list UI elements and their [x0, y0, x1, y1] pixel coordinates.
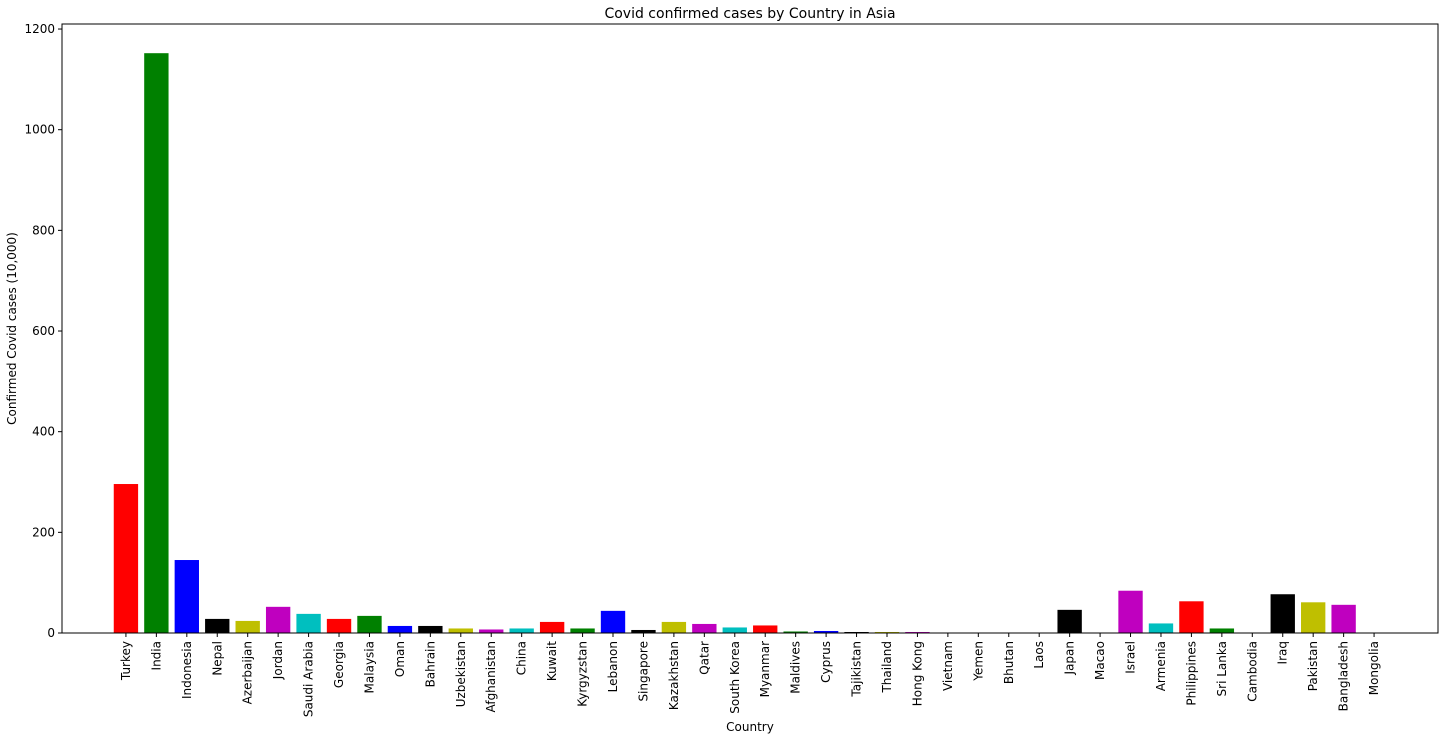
bar-philippines	[1179, 601, 1204, 633]
x-tick-label-hong-kong: Hong Kong	[910, 641, 924, 706]
bar-indonesia	[174, 560, 199, 633]
bar-sri-lanka	[1209, 628, 1235, 633]
bar-lebanon	[600, 610, 626, 633]
x-tick-label-india: India	[149, 641, 163, 670]
x-tick-label-malaysia: Malaysia	[362, 641, 376, 693]
x-tick-label-bhutan: Bhutan	[1002, 641, 1016, 684]
bar-singapore	[631, 629, 656, 633]
x-tick-label-jordan: Jordan	[271, 641, 285, 680]
x-axis: Turkey India Indonesia Nepal Azerbaijan Jorda…	[119, 633, 1381, 717]
x-tick-label-bangladesh: Bangladesh	[1337, 641, 1351, 711]
bar-qatar	[692, 623, 717, 633]
y-tick-label: 1000	[24, 123, 55, 137]
x-tick-label-yemen: Yemen	[971, 641, 985, 682]
x-tick-label-indonesia: Indonesia	[180, 641, 194, 699]
bar-cyprus	[813, 630, 839, 633]
x-tick-label-nepal: Nepal	[210, 641, 224, 676]
x-tick-label-myanmar: Myanmar	[758, 641, 772, 697]
bar-south-korea	[722, 627, 747, 633]
x-tick-label-israel: Israel	[1124, 641, 1138, 674]
x-tick-label-qatar: Qatar	[697, 641, 711, 675]
bar-saudi-arabia	[296, 613, 321, 633]
bar-bangladesh	[1331, 604, 1356, 633]
bar-pakistan	[1301, 602, 1326, 633]
y-tick-label: 0	[47, 626, 55, 640]
x-tick-label-turkey: Turkey	[119, 641, 133, 681]
x-tick-label-oman: Oman	[393, 641, 407, 677]
bar-turkey	[113, 484, 139, 633]
x-tick-label-azerbaijan: Azerbaijan	[241, 641, 255, 704]
y-tick-label: 400	[32, 425, 55, 439]
x-tick-label-bahrain: Bahrain	[423, 641, 437, 687]
x-tick-label-vietnam: Vietnam	[941, 641, 955, 691]
x-tick-label-afghanistan: Afghanistan	[484, 641, 498, 712]
bar-georgia	[326, 618, 352, 633]
bar-japan	[1057, 609, 1082, 633]
x-tick-label-mongolia: Mongolia	[1367, 641, 1381, 695]
y-axis: 0 200 400 600 800 1000 1200	[24, 22, 62, 640]
bar-nepal	[205, 618, 230, 633]
x-tick-label-uzbekistan: Uzbekistan	[454, 641, 468, 707]
bar-kyrgyzstan	[570, 628, 595, 633]
x-tick-label-kuwait: Kuwait	[545, 641, 559, 681]
bar-israel	[1118, 590, 1143, 633]
x-tick-label-macao: Macao	[1093, 641, 1107, 680]
bars-group	[113, 53, 1387, 634]
bar-maldives	[783, 631, 808, 633]
bar-hong-kong	[905, 631, 930, 633]
x-tick-label-thailand: Thailand	[880, 641, 894, 694]
x-tick-label-sri-lanka: Sri Lanka	[1215, 641, 1229, 696]
bar-kuwait	[539, 621, 565, 633]
x-tick-label-singapore: Singapore	[636, 641, 650, 702]
plot-frame	[61, 23, 1439, 634]
x-tick-label-kyrgyzstan: Kyrgyzstan	[576, 641, 590, 707]
x-tick-label-kazakhstan: Kazakhstan	[667, 641, 681, 710]
x-tick-label-cyprus: Cyprus	[819, 641, 833, 683]
x-tick-label-lebanon: Lebanon	[606, 641, 620, 692]
bar-iraq	[1270, 594, 1295, 633]
y-tick-label: 1200	[24, 22, 55, 36]
bar-jordan	[265, 606, 291, 633]
x-axis-label: Country	[726, 720, 774, 734]
chart-title: Covid confirmed cases by Country in Asia	[604, 6, 895, 22]
bar-afghanistan	[479, 629, 504, 633]
bar-oman	[387, 625, 413, 633]
x-tick-label-cambodia: Cambodia	[1245, 641, 1259, 702]
bar-tajikistan	[844, 631, 869, 633]
x-tick-label-maldives: Maldives	[789, 641, 803, 694]
bar-uzbekistan	[448, 628, 473, 633]
y-tick-label: 200	[32, 525, 55, 539]
bar-china	[509, 628, 534, 633]
bar-armenia	[1148, 623, 1174, 633]
x-tick-label-saudi-arabia: Saudi Arabia	[302, 641, 316, 717]
x-tick-label-tajikistan: Tajikistan	[850, 641, 864, 698]
bar-malaysia	[357, 615, 382, 633]
bar-myanmar	[753, 625, 778, 633]
y-axis-label: Confirmed Covid cases (10,000)	[5, 232, 19, 425]
y-tick-label: 800	[32, 223, 55, 237]
x-tick-label-iraq: Iraq	[1276, 641, 1290, 664]
x-tick-label-china: China	[515, 641, 529, 675]
x-tick-label-laos: Laos	[1032, 641, 1046, 669]
y-tick-label: 600	[32, 324, 55, 338]
bar-bahrain	[418, 625, 443, 633]
x-tick-label-georgia: Georgia	[332, 641, 346, 688]
bar-india	[144, 53, 169, 634]
bar-azerbaijan	[235, 620, 260, 633]
x-tick-label-south-korea: South Korea	[728, 641, 742, 714]
bar-kazakhstan	[661, 621, 687, 633]
bar-thailand	[874, 631, 900, 633]
x-tick-label-japan: Japan	[1063, 641, 1077, 675]
x-tick-label-philippines: Philippines	[1184, 641, 1198, 706]
x-tick-label-armenia: Armenia	[1154, 641, 1168, 691]
x-tick-label-pakistan: Pakistan	[1306, 641, 1320, 691]
